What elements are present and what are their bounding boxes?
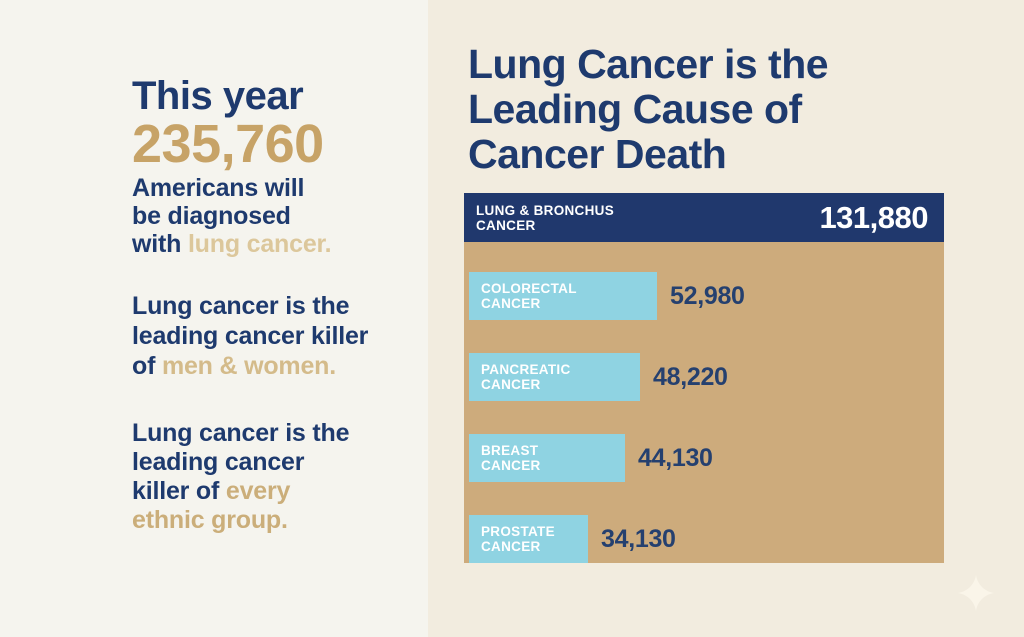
sparkle-icon — [958, 575, 994, 611]
fact-ethnic: Lung cancer is the leading cancer killer… — [132, 419, 432, 535]
bar-label-breast: BREAST CANCER — [481, 443, 541, 473]
hero-body-text: Americans will be diagnosed with — [132, 174, 305, 258]
bar-row-colorectal: COLORECTAL CANCER 52,980 — [469, 272, 944, 320]
chart-title: Lung Cancer is the Leading Cause of Canc… — [468, 41, 829, 177]
fact-ethnic-highlight: every ethnic group. — [132, 477, 291, 534]
cancer-death-bar-chart: LUNG & BRONCHUS CANCER 131,880 COLORECTA… — [464, 193, 944, 563]
diagnosis-count: 235,760 — [132, 114, 324, 174]
bar-row-prostate: PROSTATE CANCER 34,130 — [469, 515, 944, 563]
fact-men-women-highlight: men & women. — [161, 352, 336, 380]
fact-men-women-text: Lung cancer is the leading cancer killer… — [132, 292, 369, 380]
hero-heading: This year — [132, 74, 304, 118]
bar-label-pancreatic: PANCREATIC CANCER — [481, 362, 571, 392]
bar-row-breast: BREAST CANCER 44,130 — [469, 434, 944, 482]
bar-colorectal: COLORECTAL CANCER — [469, 272, 657, 320]
bar-label-colorectal: COLORECTAL CANCER — [481, 281, 577, 311]
bar-prostate: PROSTATE CANCER — [469, 515, 588, 563]
bar-row-pancreatic: PANCREATIC CANCER 48,220 — [469, 353, 944, 401]
bar-lung-bronchus: LUNG & BRONCHUS CANCER 131,880 — [464, 193, 944, 242]
hero-block: This year 235,760 Americans will be diag… — [132, 74, 422, 258]
bar-label-lung-bronchus: LUNG & BRONCHUS CANCER — [476, 202, 614, 233]
bar-value-pancreatic: 48,220 — [653, 362, 728, 391]
bar-breast: BREAST CANCER — [469, 434, 625, 482]
bar-pancreatic: PANCREATIC CANCER — [469, 353, 640, 401]
bar-value-breast: 44,130 — [638, 443, 713, 472]
bar-value-lung-bronchus: 131,880 — [819, 199, 928, 235]
fact-ethnic-text: Lung cancer is the leading cancer killer… — [132, 419, 350, 505]
hero-body: Americans will be diagnosed with lung ca… — [132, 174, 422, 258]
bar-value-colorectal: 52,980 — [670, 281, 745, 310]
bar-label-prostate: PROSTATE CANCER — [481, 524, 555, 554]
fact-men-women: Lung cancer is the leading cancer killer… — [132, 291, 432, 381]
hero-body-highlight: lung cancer. — [187, 230, 332, 258]
chart-panel: COLORECTAL CANCER 52,980 PANCREATIC CANC… — [464, 242, 944, 563]
bar-value-prostate: 34,130 — [601, 524, 676, 553]
